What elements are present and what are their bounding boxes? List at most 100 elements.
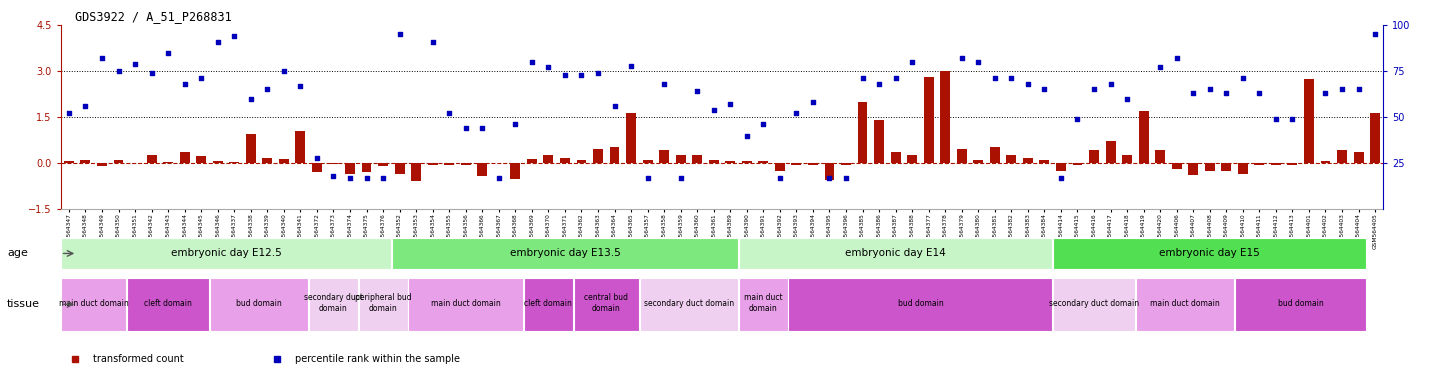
Bar	[378, 163, 388, 166]
Point	[1347, 86, 1370, 93]
Point	[835, 175, 858, 181]
Bar	[989, 147, 999, 163]
Point	[719, 101, 742, 107]
Bar	[874, 120, 884, 163]
Text: embryonic day E15: embryonic day E15	[1160, 248, 1261, 258]
Point	[586, 70, 609, 76]
Text: percentile rank within the sample: percentile rank within the sample	[296, 354, 461, 364]
Bar	[1222, 163, 1232, 172]
Bar	[676, 155, 686, 163]
Point	[1297, 18, 1320, 24]
Bar	[461, 163, 471, 165]
Point	[702, 107, 725, 113]
Bar	[61, 238, 391, 269]
Bar	[1139, 111, 1148, 163]
Point	[58, 110, 81, 116]
Bar	[245, 134, 256, 163]
Point	[635, 175, 658, 181]
Text: age: age	[7, 248, 27, 258]
Point	[1165, 55, 1188, 61]
Bar	[1337, 150, 1347, 163]
Point	[422, 38, 445, 45]
Point	[289, 83, 312, 89]
Bar	[692, 155, 702, 163]
Point	[817, 175, 840, 181]
Bar	[742, 161, 752, 163]
Bar	[1370, 113, 1380, 163]
Bar	[1073, 163, 1083, 165]
Point	[619, 63, 643, 69]
Point	[206, 38, 230, 45]
Bar	[791, 163, 801, 165]
Point	[604, 103, 627, 109]
Point	[768, 175, 791, 181]
Point	[371, 175, 394, 181]
Bar	[409, 278, 523, 331]
Point	[1050, 175, 1073, 181]
Bar	[858, 102, 868, 163]
Point	[388, 31, 412, 37]
Bar	[328, 163, 338, 164]
Point	[140, 70, 163, 76]
Bar	[97, 163, 107, 166]
Bar	[1106, 141, 1116, 163]
Point	[752, 121, 775, 127]
Bar	[739, 278, 788, 331]
Bar	[64, 161, 74, 163]
Bar	[609, 147, 619, 163]
Bar	[209, 278, 309, 331]
Point	[156, 50, 179, 56]
Point	[1214, 90, 1238, 96]
Bar	[427, 163, 438, 165]
Bar	[1304, 79, 1314, 163]
Bar	[1006, 155, 1017, 163]
Point	[1265, 116, 1288, 122]
Bar	[1188, 163, 1199, 175]
Bar	[627, 113, 635, 163]
Bar	[940, 71, 950, 163]
Bar	[643, 161, 653, 163]
Bar	[1053, 278, 1135, 331]
Point	[1099, 81, 1122, 87]
Point	[1017, 81, 1040, 87]
Text: tissue: tissue	[7, 299, 40, 310]
Bar	[788, 278, 1053, 331]
Bar	[775, 163, 786, 172]
Point	[851, 75, 874, 81]
Bar	[560, 158, 570, 163]
Text: bud domain: bud domain	[898, 299, 943, 308]
Bar	[358, 278, 407, 331]
Point	[74, 103, 97, 109]
Point	[1066, 116, 1089, 122]
Bar	[825, 163, 835, 180]
Bar	[147, 155, 156, 163]
Bar	[412, 163, 422, 181]
Bar	[1320, 161, 1330, 163]
Bar	[61, 278, 127, 331]
Text: secondary duct domain: secondary duct domain	[644, 299, 734, 308]
Point	[868, 81, 891, 87]
Point	[917, 18, 940, 24]
Point	[107, 68, 130, 74]
Bar	[1053, 238, 1366, 269]
Bar	[212, 161, 222, 163]
Point	[404, 18, 427, 24]
Point	[786, 110, 809, 116]
Bar	[127, 278, 209, 331]
Bar	[279, 159, 289, 163]
Bar	[527, 159, 537, 163]
Point	[934, 18, 957, 24]
Text: GDS3922 / A_51_P268831: GDS3922 / A_51_P268831	[75, 10, 232, 23]
Text: main duct domain: main duct domain	[59, 299, 129, 308]
Bar	[524, 278, 573, 331]
Bar	[725, 161, 735, 163]
Bar	[924, 77, 934, 163]
Point	[124, 61, 147, 67]
Text: transformed count: transformed count	[92, 354, 183, 364]
Point	[1148, 64, 1171, 70]
Point	[455, 125, 478, 131]
Bar	[1235, 278, 1366, 331]
Text: main duct
domain: main duct domain	[744, 293, 783, 313]
Bar	[445, 163, 455, 165]
Text: main duct domain: main duct domain	[430, 299, 501, 308]
